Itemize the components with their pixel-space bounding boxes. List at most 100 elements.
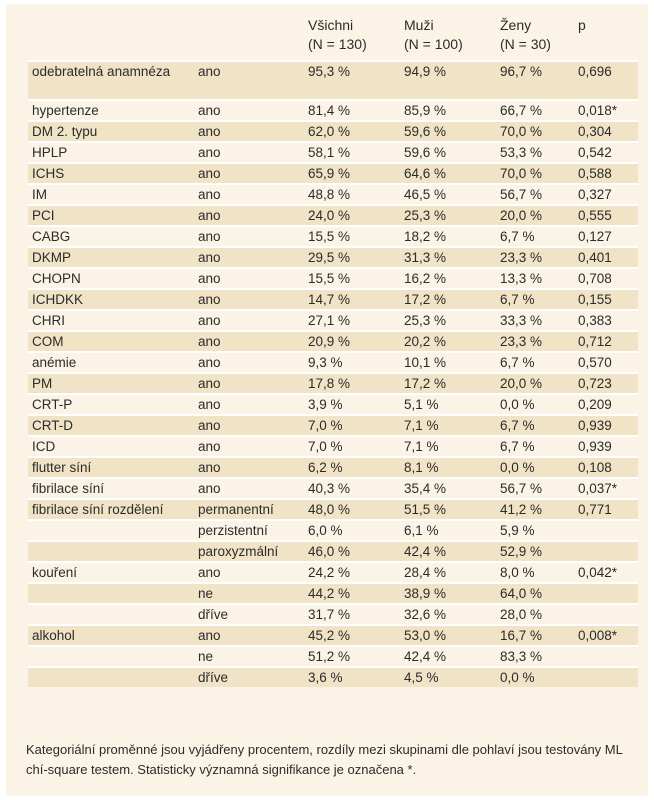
cell-all: 58,1 % <box>304 141 400 163</box>
cell-variable: IM <box>28 183 194 205</box>
table-row: ne 51,2 % 42,4 % 83,3 % <box>28 645 638 667</box>
cell-variable: ICD <box>28 435 194 457</box>
cell-all: 44,2 % <box>304 582 400 604</box>
cell-all: 17,8 % <box>304 372 400 394</box>
cell-category: ne <box>194 582 304 604</box>
cell-all: 24,2 % <box>304 561 400 583</box>
cell-variable: odebratelná anamnéza <box>28 60 194 100</box>
cell-p <box>574 519 638 541</box>
table-row: ne 44,2 % 38,9 % 64,0 % <box>28 582 638 604</box>
cell-all: 27,1 % <box>304 309 400 331</box>
cell-men: 42,4 % <box>400 645 496 667</box>
cell-men: 16,2 % <box>400 267 496 289</box>
cell-p: 0,939 <box>574 414 638 436</box>
cell-category: ano <box>194 288 304 310</box>
cell-all: 40,3 % <box>304 477 400 499</box>
cell-variable: ICHDKK <box>28 288 194 310</box>
cell-women: 28,0 % <box>496 603 574 625</box>
cell-category: perzistentní <box>194 519 304 541</box>
header-women-label: Ženy <box>500 17 532 33</box>
cell-p <box>574 645 638 667</box>
cell-men: 18,2 % <box>400 225 496 247</box>
cell-category: ano <box>194 624 304 646</box>
cell-all: 6,2 % <box>304 456 400 478</box>
cell-p <box>574 582 638 604</box>
cell-variable <box>28 645 194 667</box>
cell-men: 7,1 % <box>400 414 496 436</box>
cell-women: 8,0 % <box>496 561 574 583</box>
cell-category: ano <box>194 561 304 583</box>
cell-p: 0,555 <box>574 204 638 226</box>
cell-category: ano <box>194 435 304 457</box>
cell-category: ano <box>194 246 304 268</box>
cell-women: 23,3 % <box>496 330 574 352</box>
cell-p: 0,939 <box>574 435 638 457</box>
cell-all: 6,0 % <box>304 519 400 541</box>
header-men-label: Muži <box>404 17 434 33</box>
cell-category: ne <box>194 645 304 667</box>
cell-women: 70,0 % <box>496 120 574 142</box>
cell-all: 15,5 % <box>304 225 400 247</box>
cell-women: 6,7 % <box>496 414 574 436</box>
cell-variable: COM <box>28 330 194 352</box>
cell-category: ano <box>194 225 304 247</box>
cell-women: 0,0 % <box>496 393 574 415</box>
cell-men: 42,4 % <box>400 540 496 562</box>
cell-all: 7,0 % <box>304 414 400 436</box>
cell-women: 33,3 % <box>496 309 574 331</box>
cell-variable: CHRI <box>28 309 194 331</box>
cell-p: 0,723 <box>574 372 638 394</box>
cell-p: 0,588 <box>574 162 638 184</box>
cell-category: ano <box>194 99 304 121</box>
data-table: Všichni (N = 130) Muži (N = 100) Ženy (N… <box>28 10 638 687</box>
cell-p: 0,771 <box>574 498 638 520</box>
cell-men: 59,6 % <box>400 120 496 142</box>
cell-variable: kouření <box>28 561 194 583</box>
cell-men: 32,6 % <box>400 603 496 625</box>
table-row: paroxyzmální 46,0 % 42,4 % 52,9 % <box>28 540 638 562</box>
cell-all: 65,9 % <box>304 162 400 184</box>
header-women: Ženy (N = 30) <box>496 10 574 61</box>
cell-p <box>574 666 638 687</box>
cell-p: 0,209 <box>574 393 638 415</box>
table-row: odebratelná anamnéza ano 95,3 % 94,9 % 96,7 … <box>28 60 638 100</box>
table-row: anémie ano 9,3 % 10,1 % 6,7 % 0,570 <box>28 351 638 373</box>
cell-men: 17,2 % <box>400 372 496 394</box>
cell-all: 48,0 % <box>304 498 400 520</box>
table-row: PM ano 17,8 % 17,2 % 20,0 % 0,723 <box>28 372 638 394</box>
cell-category: ano <box>194 141 304 163</box>
table-row: DKMP ano 29,5 % 31,3 % 23,3 % 0,401 <box>28 246 638 268</box>
cell-men: 94,9 % <box>400 60 496 100</box>
cell-women: 96,7 % <box>496 60 574 100</box>
cell-category: ano <box>194 120 304 142</box>
cell-p <box>574 603 638 625</box>
table-row: CRT-P ano 3,9 % 5,1 % 0,0 % 0,209 <box>28 393 638 415</box>
cell-women: 52,9 % <box>496 540 574 562</box>
cell-variable: PM <box>28 372 194 394</box>
cell-men: 25,3 % <box>400 204 496 226</box>
cell-all: 15,5 % <box>304 267 400 289</box>
cell-men: 4,5 % <box>400 666 496 687</box>
cell-category: ano <box>194 372 304 394</box>
cell-women: 23,3 % <box>496 246 574 268</box>
cell-women: 66,7 % <box>496 99 574 121</box>
table-row: PCI ano 24,0 % 25,3 % 20,0 % 0,555 <box>28 204 638 226</box>
cell-women: 56,7 % <box>496 183 574 205</box>
table-row: dříve 31,7 % 32,6 % 28,0 % <box>28 603 638 625</box>
cell-all: 46,0 % <box>304 540 400 562</box>
cell-p: 0,327 <box>574 183 638 205</box>
cell-men: 51,5 % <box>400 498 496 520</box>
table-row: CABG ano 15,5 % 18,2 % 6,7 % 0,127 <box>28 225 638 247</box>
cell-women: 16,7 % <box>496 624 574 646</box>
table-row: dříve 3,6 % 4,5 % 0,0 % <box>28 666 638 687</box>
cell-category: ano <box>194 267 304 289</box>
cell-all: 20,9 % <box>304 330 400 352</box>
cell-variable: PCI <box>28 204 194 226</box>
table-row: fibrilace síní ano 40,3 % 35,4 % 56,7 % 0,037… <box>28 477 638 499</box>
cell-p: 0,155 <box>574 288 638 310</box>
cell-category: ano <box>194 309 304 331</box>
cell-category: ano <box>194 204 304 226</box>
cell-women: 0,0 % <box>496 666 574 687</box>
table-row: hypertenze ano 81,4 % 85,9 % 66,7 % 0,018* <box>28 99 638 121</box>
table-row: DM 2. typu ano 62,0 % 59,6 % 70,0 % 0,304 <box>28 120 638 142</box>
